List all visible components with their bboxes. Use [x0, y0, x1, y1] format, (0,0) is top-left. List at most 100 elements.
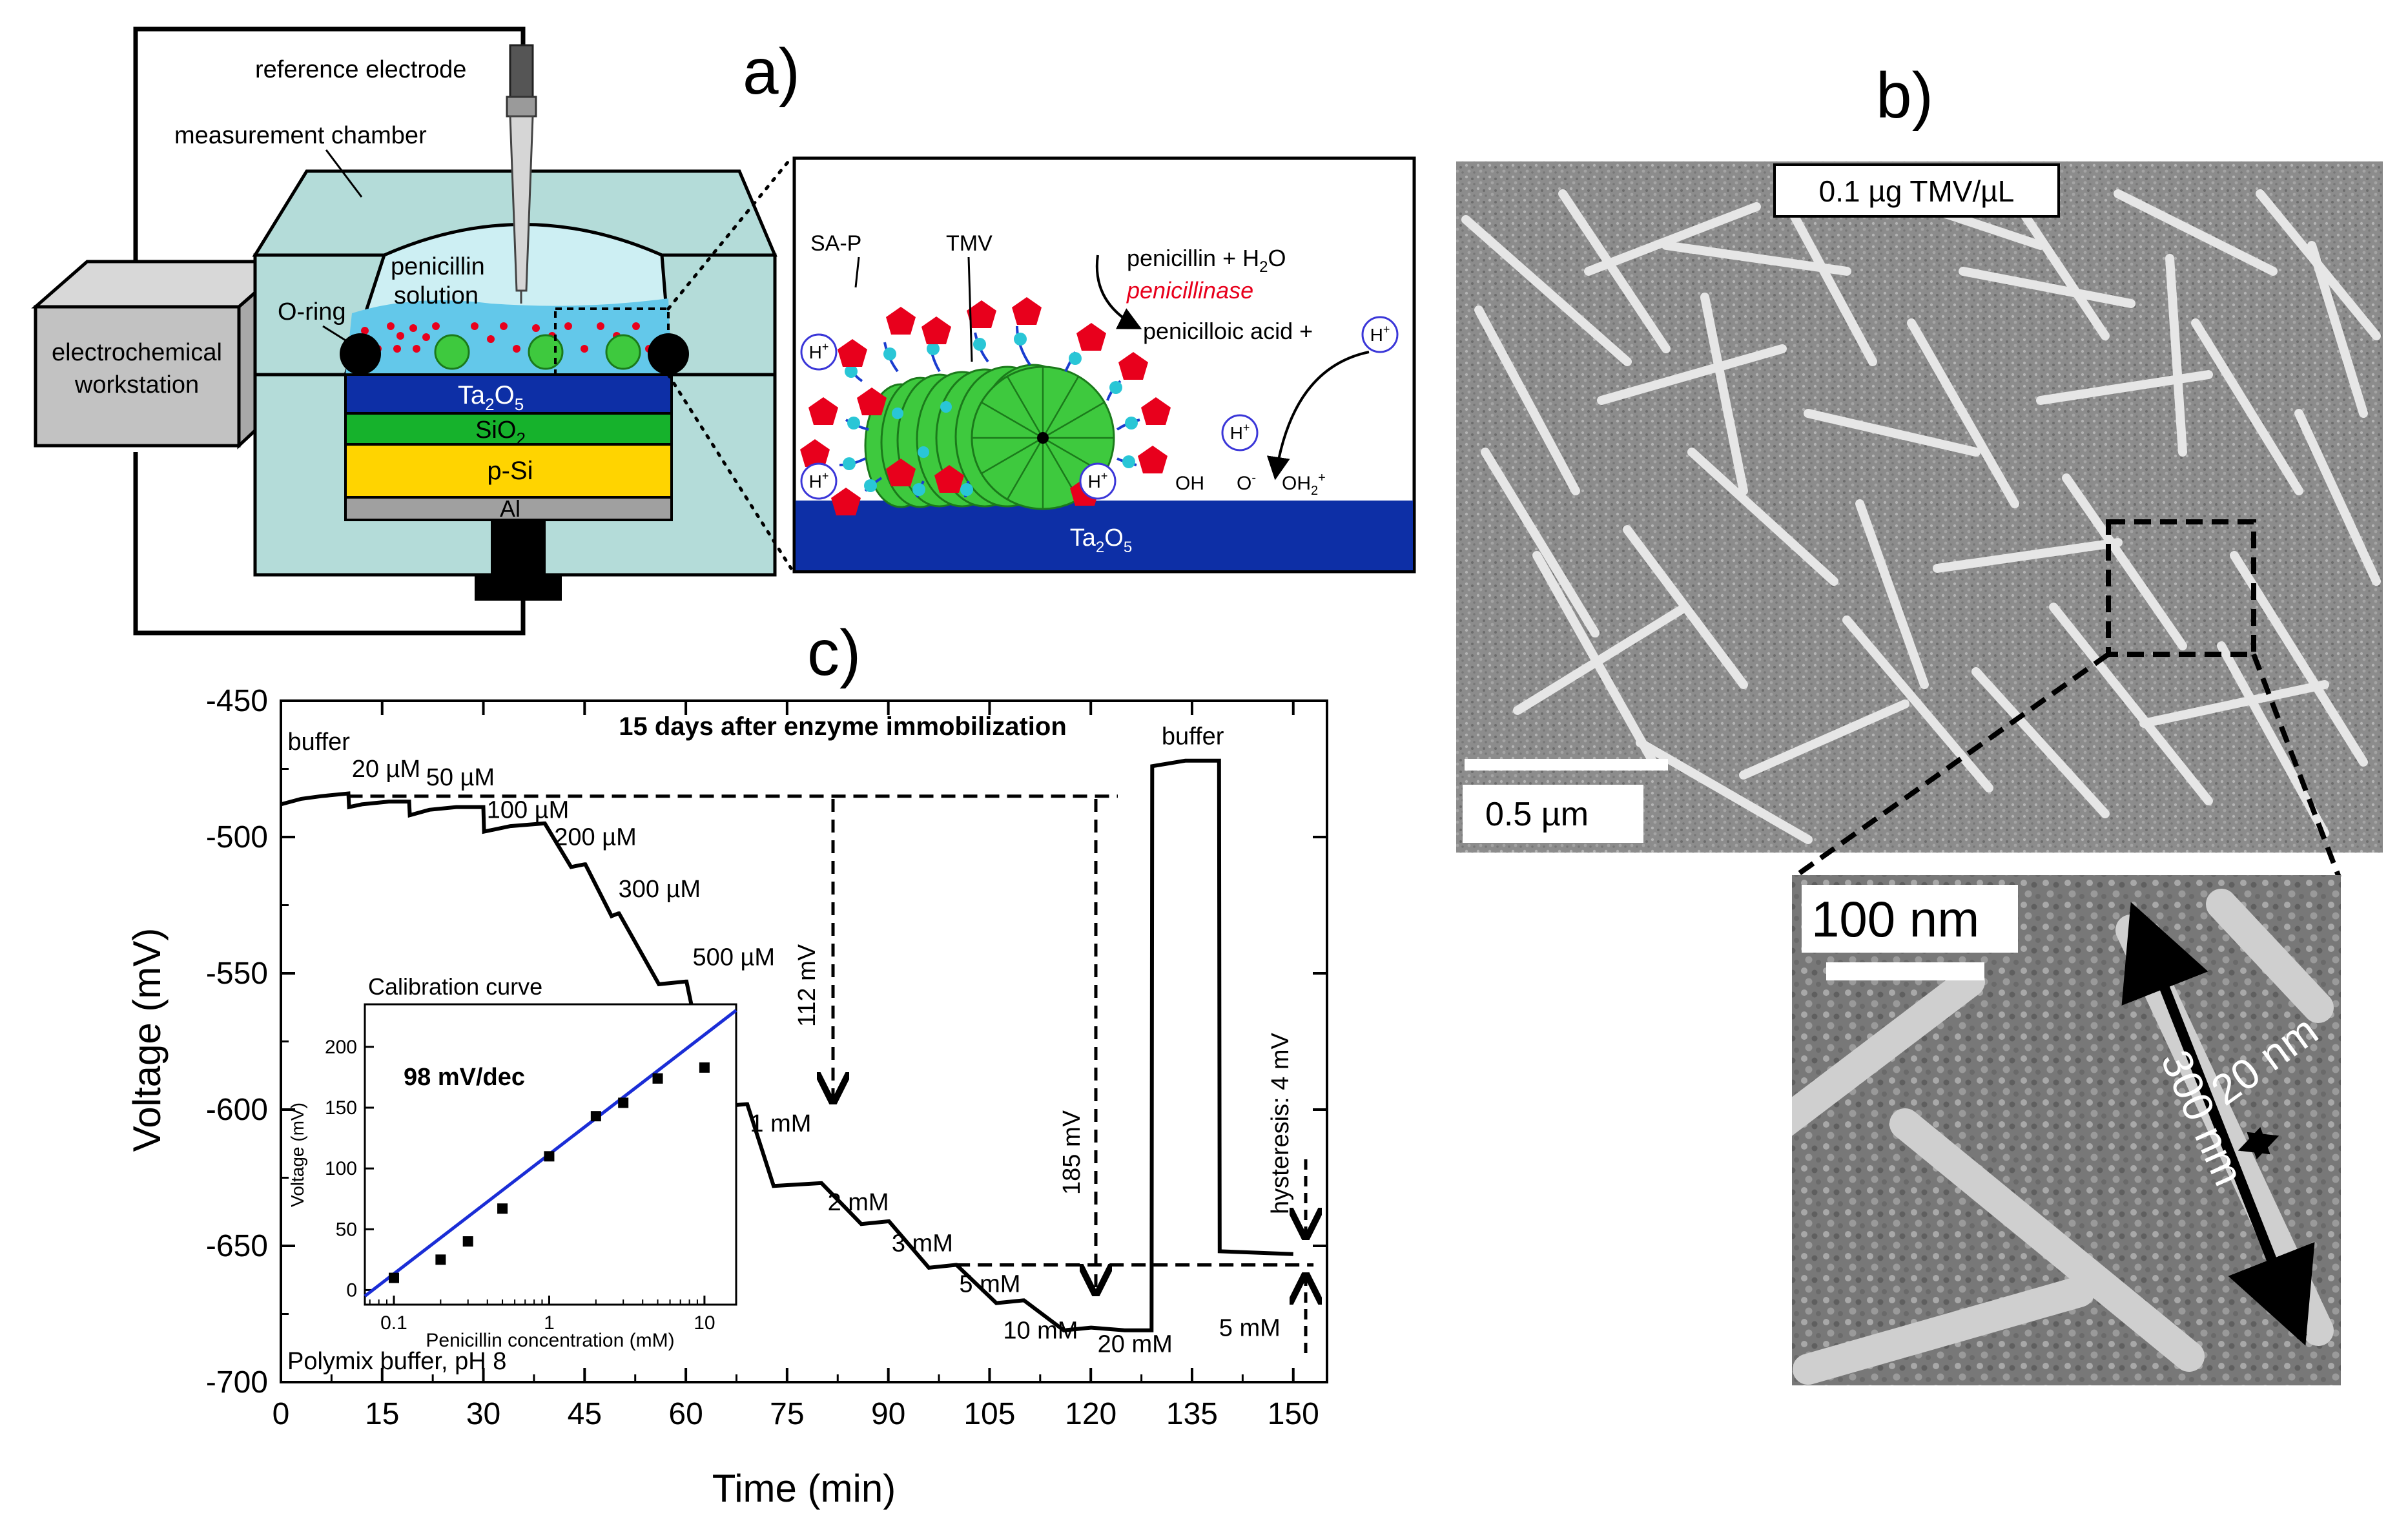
calibration-point	[590, 1111, 601, 1122]
svg-text:H+: H+	[809, 470, 829, 491]
main-y-tick-label: -650	[206, 1229, 268, 1263]
surface-o-minus: O-	[1237, 471, 1256, 494]
panel-label-c: c)	[807, 617, 861, 689]
main-step-label: 20 mM	[1098, 1331, 1173, 1358]
inset-y-tick-label: 0	[346, 1279, 357, 1301]
panel-a-schematic: electrochemical workstation	[31, 26, 1416, 636]
main-x-tick-label: 150	[1268, 1397, 1319, 1431]
sem-main-scalebar-label-box	[1463, 785, 1643, 843]
reaction-arrow	[1095, 254, 1142, 329]
penicillin-solution	[345, 298, 672, 375]
zoom-substrate-ta2o5	[796, 501, 1413, 570]
sem-zoom-scalebar-label: 100 nm	[1811, 891, 1979, 947]
sem-main-image	[1456, 161, 2383, 853]
main-x-tick-label: 60	[668, 1397, 703, 1431]
rod-length-arrow	[2121, 902, 2315, 1346]
inset-x-tick-label: 0.1	[380, 1312, 407, 1334]
svg-text:H+: H+	[1230, 421, 1250, 443]
workstation-label-line2: workstation	[74, 371, 199, 398]
annotation-112-mv: 112 mV	[794, 944, 821, 1027]
main-step-label: 5 mM	[959, 1271, 1020, 1298]
main-chart-xlabel: Time (min)	[712, 1467, 896, 1510]
calibration-point	[462, 1236, 473, 1247]
svg-text:H+: H+	[1370, 323, 1390, 345]
panel-label-a: a)	[743, 36, 800, 108]
main-chart-buffer-note: Polymix buffer, pH 8	[287, 1348, 506, 1375]
sem-zoom-scalebar	[1826, 962, 1984, 980]
sem-zoom-box-marker	[2106, 519, 2256, 657]
main-step-label: 50 µM	[426, 764, 495, 791]
penicillin-solution-label-line2: solution	[394, 282, 479, 309]
layer-ta2o5-label: Ta2O5	[458, 381, 524, 414]
main-chart-axes: 0 15 30 45 60 75 90 105 120 135 150-450-500-550-60…	[206, 684, 1327, 1431]
inset-chart-ylabel: Voltage (mV)	[287, 1102, 307, 1207]
zoom-inset: Ta2O5	[792, 156, 1416, 574]
reference-electrode-label: reference electrode	[255, 56, 466, 83]
sa-p-label: SA-P	[810, 231, 861, 256]
main-y-tick-label: -450	[206, 684, 268, 718]
main-step-label: 10 mM	[1003, 1317, 1078, 1344]
main-step-label: 200 µM	[554, 824, 637, 851]
main-step-label: 300 µM	[619, 876, 701, 903]
proton-arrow	[1266, 351, 1370, 481]
circuit-wire-bottom	[133, 452, 526, 636]
main-step-label: 2 mM	[828, 1189, 889, 1216]
reaction-line-1: penicillin + H2O	[1127, 245, 1286, 276]
main-step-label: buffer	[1162, 723, 1224, 750]
measurement-chamber-label: measurement chamber	[174, 122, 427, 149]
inset-y-tick-label: 150	[325, 1097, 357, 1119]
layer-psi	[344, 443, 673, 499]
main-step-label: 5 mM	[1219, 1314, 1281, 1341]
rod-width-arrow	[2238, 1127, 2279, 1159]
main-step-label: buffer	[287, 729, 350, 756]
main-y-tick-label: -700	[206, 1365, 268, 1400]
inset-chart-series	[364, 1009, 737, 1298]
main-y-tick-label: -500	[206, 820, 268, 854]
main-step-label: 500 µM	[693, 944, 776, 971]
calibration-point	[699, 1062, 710, 1073]
main-x-tick-label: 90	[871, 1397, 905, 1431]
workstation-label-line1: electrochemical	[52, 339, 222, 366]
calibration-point	[544, 1151, 555, 1162]
chamber-pedestal	[491, 520, 546, 578]
calibration-point	[435, 1254, 446, 1265]
main-x-tick-label: 0	[273, 1397, 290, 1431]
inset-chart-title: Calibration curve	[368, 973, 542, 1000]
zoom-substrate-label: Ta2O5	[1070, 524, 1132, 556]
panel-c-chart: 0 15 30 45 60 75 90 105 120 135 150-450-500-550-60…	[125, 684, 1328, 1510]
main-x-tick-label: 45	[568, 1397, 602, 1431]
panel-label-b: b)	[1876, 59, 1933, 132]
main-x-tick-label: 105	[963, 1397, 1015, 1431]
inset-chart-annotation: 98 mV/dec	[404, 1064, 525, 1091]
main-step-label: 1 mM	[750, 1110, 811, 1137]
main-chart-reference-levels	[348, 794, 1314, 1267]
main-y-tick-label: -550	[206, 957, 268, 991]
annotation-hysteresis: hysteresis: 4 mV	[1267, 1032, 1294, 1214]
sem-main-scalebar	[1465, 759, 1668, 771]
panel-b-sem: 0.1 µg TMV/µL 0.5 µm 100 nm 300 nm 20 nm	[1456, 161, 2383, 1385]
main-x-tick-label: 120	[1065, 1397, 1117, 1431]
inset-y-tick-label: 200	[325, 1037, 357, 1058]
main-x-tick-label: 15	[365, 1397, 399, 1431]
sem-zoom-scalebar-label-box	[1802, 885, 2018, 953]
main-y-tick-label: -600	[206, 1093, 268, 1127]
zoom-protons: H+ H+ H+ H+ H+	[800, 316, 1399, 500]
concentration-label: 0.1 µg TMV/µL	[1819, 174, 2015, 208]
svg-text:H+: H+	[809, 340, 829, 362]
main-chart-ylabel: Voltage (mV)	[125, 928, 169, 1152]
sem-main-rods	[1461, 176, 2381, 844]
main-step-label: 3 mM	[892, 1230, 953, 1257]
chamber-foot	[475, 575, 562, 601]
svg-text:H+: H+	[1088, 470, 1108, 491]
calibration-point	[618, 1097, 629, 1108]
main-x-tick-label: 75	[770, 1397, 804, 1431]
o-ring-right	[648, 333, 689, 375]
sem-main-scalebar-label: 0.5 µm	[1485, 796, 1589, 833]
inset-y-tick-label: 100	[325, 1158, 357, 1179]
layer-sio2-label: SiO2	[475, 417, 526, 448]
enzyme-label: penicillinase	[1126, 277, 1253, 304]
main-step-label: 20 µM	[352, 756, 420, 783]
o-ring-label: O-ring	[278, 298, 346, 326]
